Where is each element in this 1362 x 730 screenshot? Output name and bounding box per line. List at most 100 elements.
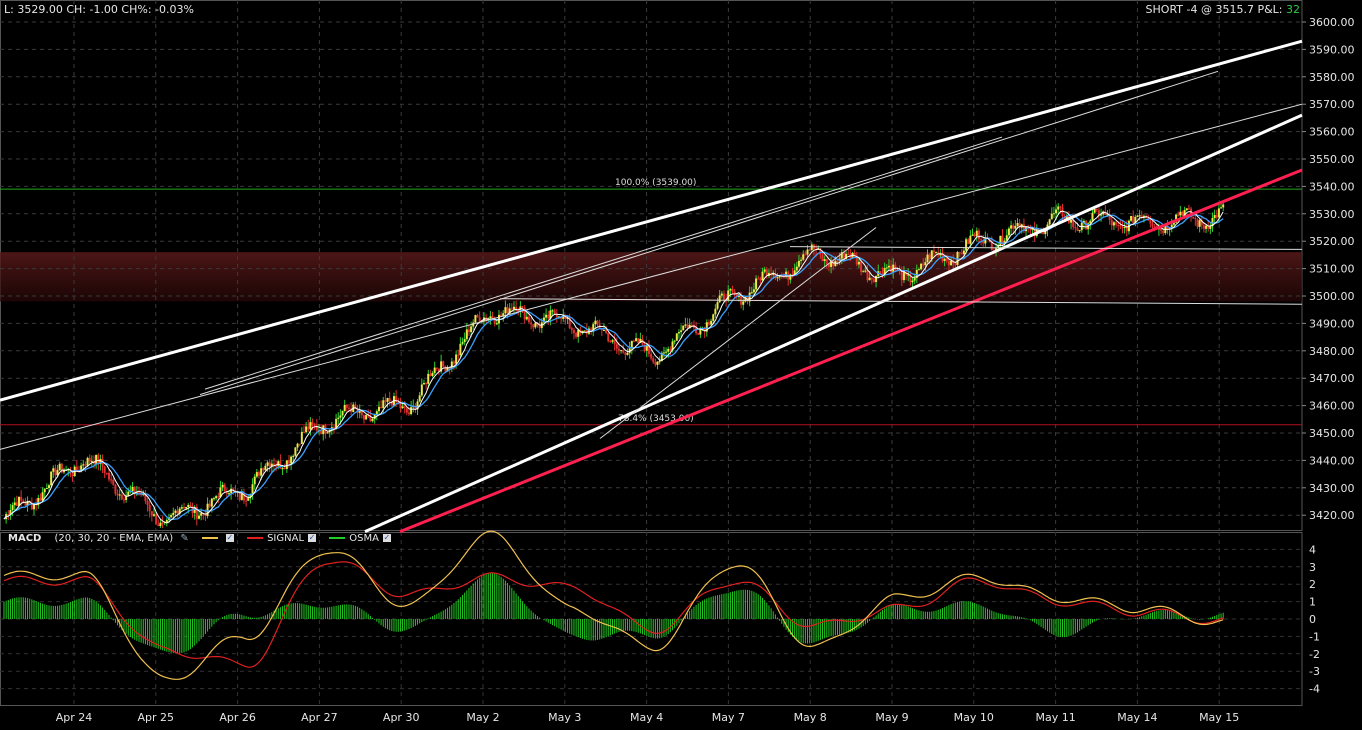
candle-body <box>945 258 948 261</box>
candle-body <box>245 500 248 502</box>
candle-body <box>322 425 325 435</box>
candle-body <box>887 265 890 268</box>
candle-body <box>1055 209 1058 214</box>
legend-macd[interactable]: ✓ <box>201 533 234 544</box>
candle-body <box>645 344 648 351</box>
candle-body <box>800 259 803 261</box>
candle-body <box>652 358 655 362</box>
candle-body <box>530 322 533 325</box>
legend-signal[interactable]: SIGNAL ✓ <box>247 533 317 544</box>
candle-body <box>144 493 147 501</box>
candle-body <box>823 259 826 261</box>
candle-body <box>932 250 935 253</box>
macd-tick-label: 1 <box>1309 596 1316 609</box>
candle-body <box>1177 214 1180 216</box>
candle-body <box>388 397 391 402</box>
candle-body <box>95 455 98 464</box>
legend-osma[interactable]: OSMA ✓ <box>329 533 391 544</box>
candle-body <box>236 491 239 493</box>
candle-body <box>602 329 605 331</box>
candle-body <box>1183 210 1186 216</box>
candle-body <box>1057 206 1060 210</box>
candle-body <box>609 341 612 343</box>
candle-body <box>103 466 106 473</box>
candle-body <box>390 401 393 406</box>
candle-body <box>339 415 342 418</box>
upper-thin-trendline <box>0 103 1303 450</box>
candle-body <box>997 245 1000 249</box>
candle-body <box>662 352 665 354</box>
candle-body <box>536 322 539 326</box>
candle-body <box>827 263 830 267</box>
candle-body <box>1166 225 1169 230</box>
candle-body <box>502 313 505 317</box>
candle-body <box>365 415 368 420</box>
candle-body <box>1200 220 1203 226</box>
candle-body <box>733 291 736 294</box>
candle-body <box>163 522 166 524</box>
candle-body <box>637 338 640 344</box>
support-horizontal-line <box>499 298 1303 305</box>
candle-body <box>292 455 295 457</box>
candle-body <box>797 260 800 267</box>
short-thin-trendline <box>599 227 877 439</box>
candle-body <box>131 486 134 492</box>
candle-body <box>30 502 33 510</box>
candle-body <box>223 484 226 492</box>
candle-body <box>459 343 462 356</box>
candle-body <box>433 367 436 373</box>
candle-body <box>611 340 614 342</box>
candle-body <box>41 492 44 501</box>
candle-body <box>1119 225 1122 227</box>
candle-body <box>251 484 254 495</box>
candle-body <box>926 254 929 263</box>
candle-body <box>238 491 241 500</box>
candle-body <box>761 271 764 281</box>
macd-checkbox[interactable]: ✓ <box>225 533 234 542</box>
candle-body <box>1202 225 1205 229</box>
candle-body <box>221 484 224 488</box>
osma-checkbox[interactable]: ✓ <box>382 533 391 542</box>
candle-body <box>857 261 860 265</box>
candle-body <box>928 254 931 259</box>
candle-body <box>116 493 119 496</box>
candle-body <box>369 416 372 422</box>
candle-body <box>939 253 942 256</box>
candle-body <box>71 474 74 476</box>
price-tick-label: 3510.00 <box>1309 263 1355 276</box>
candle-body <box>817 249 820 251</box>
candle-body <box>335 418 338 428</box>
signal-checkbox[interactable]: ✓ <box>308 533 317 542</box>
candle-body <box>307 426 310 430</box>
candle-body <box>735 293 738 298</box>
macd-params: (20, 30, 20 - EMA, EMA) <box>54 533 174 544</box>
candle-body <box>491 316 494 320</box>
candle-body <box>416 401 419 410</box>
candle-body <box>855 256 858 265</box>
candle-body <box>45 488 48 490</box>
candle-body <box>371 418 374 422</box>
macd-tick-label: 4 <box>1309 543 1316 556</box>
candle-body <box>1207 225 1210 229</box>
candle-body <box>920 263 923 270</box>
candle-body <box>1078 230 1081 232</box>
candle-body <box>731 289 734 292</box>
candle-body <box>345 404 348 408</box>
candle-body <box>20 496 23 501</box>
candle-body <box>1142 215 1145 218</box>
candle-body <box>22 500 25 504</box>
candle-body <box>547 314 550 319</box>
edit-indicator-icon[interactable]: ✎ <box>180 533 189 544</box>
candle-body <box>1151 223 1154 227</box>
candle-body <box>1093 209 1096 213</box>
candle-body <box>508 308 511 314</box>
candle-body <box>641 338 644 345</box>
candle-body <box>17 496 20 507</box>
candle-body <box>1074 227 1077 229</box>
candle-body <box>272 463 275 466</box>
candle-body <box>555 313 558 318</box>
candle-body <box>965 239 968 251</box>
candle-body <box>1065 215 1068 219</box>
